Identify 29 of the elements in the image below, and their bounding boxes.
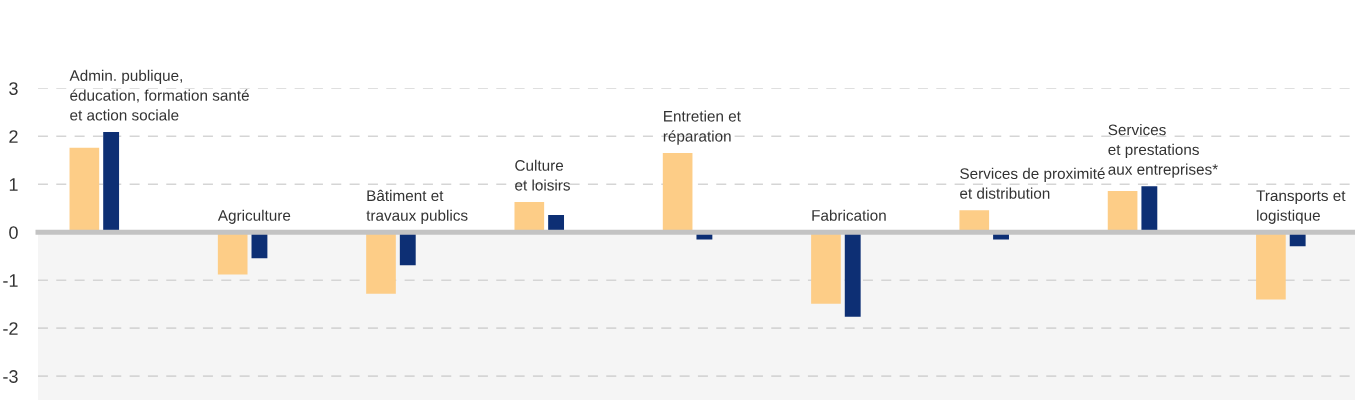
bar (959, 210, 990, 233)
y-tick-label: 3 (9, 82, 18, 95)
bar (844, 232, 861, 317)
x-tick-label: Culture et loisirs (515, 159, 570, 191)
x-tick-label: Entretien et réparation (663, 110, 741, 145)
bar (399, 232, 416, 266)
x-tick-label: Services et prestations aux entreprises* (1108, 124, 1218, 178)
x-tick-label: Admin. publique, éducation, formation santé et action sociale (69, 69, 249, 121)
bar (69, 147, 100, 233)
y-tick-label: 0 (9, 226, 18, 239)
x-tick-label: Fabrication (812, 209, 886, 221)
bar (662, 153, 693, 233)
x-tick-label: Services de proximité et distribution (960, 167, 1105, 199)
y-tick-label: -1 (3, 274, 18, 287)
x-tick-label: Agriculture (217, 209, 291, 224)
bar (1107, 190, 1138, 233)
bar (103, 131, 120, 233)
bar (1256, 232, 1286, 300)
bar (1141, 186, 1158, 233)
x-tick-label: Bâtiment et travaux publics (366, 189, 468, 224)
bar (514, 201, 545, 233)
y-tick-label: -2 (3, 322, 18, 335)
y-tick-label: 1 (9, 178, 18, 191)
y-tick-label: -3 (3, 370, 18, 383)
bar (366, 232, 396, 294)
bar (811, 232, 841, 304)
y-tick-label: 2 (9, 130, 18, 143)
x-tick-label: Transports et logistique (1256, 190, 1346, 224)
bar (217, 232, 248, 275)
